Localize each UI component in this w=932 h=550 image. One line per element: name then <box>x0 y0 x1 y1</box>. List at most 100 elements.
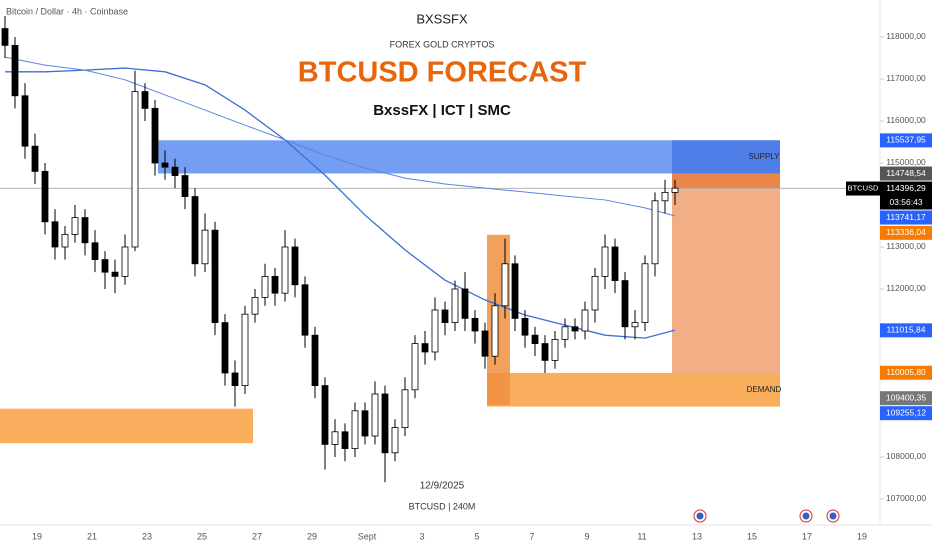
candle-body <box>101 259 109 273</box>
price-label: 115537,95 <box>886 135 926 145</box>
candle-body <box>641 263 649 323</box>
candle-body <box>11 44 19 97</box>
y-tick-label: 108000,00 <box>886 451 926 461</box>
candle-body <box>531 334 539 344</box>
candle-body <box>631 322 639 328</box>
date-note: 12/9/2025 <box>420 481 465 492</box>
x-tick-label: 25 <box>197 531 207 541</box>
subtitle: FOREX GOLD CRYPTOS <box>390 39 495 49</box>
brand: BXSSFX <box>416 11 468 26</box>
event-flag-inner <box>829 512 837 520</box>
candle-body <box>661 191 669 202</box>
candle-body <box>371 393 379 437</box>
price-label: 110005,80 <box>886 367 926 377</box>
price-label: 109400,35 <box>886 392 926 402</box>
zone <box>672 188 780 373</box>
candle-body <box>1 28 9 46</box>
candle-body <box>411 343 419 391</box>
x-tick-label: 29 <box>307 531 317 541</box>
price-label-box <box>880 323 932 338</box>
x-tick-label: 3 <box>419 531 424 541</box>
candle-body <box>461 288 469 319</box>
candle-body <box>471 317 479 332</box>
candle-body <box>121 246 129 277</box>
candle-body <box>191 196 199 265</box>
zone <box>0 408 253 444</box>
price-label: 114748,54 <box>886 168 926 178</box>
x-tick-label: 13 <box>692 531 702 541</box>
x-tick-label: 5 <box>474 531 479 541</box>
symbol-info: Bitcoin / Dollar · 4h · Coinbase <box>6 6 128 16</box>
candle-body <box>481 330 489 357</box>
candle-body <box>561 326 569 340</box>
countdown: 03:56:43 <box>889 197 922 207</box>
zone-label: SUPPLY <box>749 152 781 161</box>
candle-body <box>581 309 589 332</box>
price-label-box <box>880 406 932 421</box>
candle-body <box>271 275 279 294</box>
candle-body <box>551 338 559 361</box>
price-label-box <box>880 365 932 380</box>
candle-body <box>611 246 619 281</box>
y-tick-label: 107000,00 <box>886 493 926 503</box>
zone <box>672 173 780 189</box>
price-label: 111015,84 <box>887 325 926 335</box>
x-tick-label: 7 <box>529 531 534 541</box>
price-label-box <box>880 391 932 406</box>
y-tick-label: 113000,00 <box>886 241 926 251</box>
candle-body <box>301 284 309 336</box>
candle-body <box>491 305 499 357</box>
candle-body <box>241 313 249 386</box>
candle-body <box>171 166 179 176</box>
candle-body <box>401 389 409 428</box>
candle-body <box>391 427 399 454</box>
x-tick-label: 15 <box>747 531 757 541</box>
x-tick-label: 19 <box>857 531 867 541</box>
y-tick-label: 117000,00 <box>886 73 926 83</box>
candle-body <box>361 410 369 437</box>
candle-body <box>131 91 139 248</box>
zones <box>0 140 780 444</box>
candle-body <box>351 410 359 449</box>
price-label: 109255,12 <box>886 407 926 417</box>
x-tick-label: 27 <box>252 531 262 541</box>
candle-body <box>91 242 99 260</box>
candle-body <box>441 309 449 323</box>
candle-body <box>151 107 159 164</box>
candle-body <box>571 326 579 332</box>
candle-body <box>651 200 659 265</box>
candle-body <box>511 263 519 319</box>
price-label-box <box>880 225 932 240</box>
candle-body <box>231 372 239 386</box>
candle-body <box>81 217 89 244</box>
chart-title: BTCUSD FORECAST <box>298 57 587 89</box>
x-tick-label: 9 <box>584 531 589 541</box>
zone <box>487 234 510 405</box>
y-tick-label: 115000,00 <box>886 157 926 167</box>
x-tick-label: Sept <box>358 531 377 541</box>
candle-body <box>381 393 389 454</box>
candle-body <box>161 162 169 168</box>
price-label: 113336,04 <box>886 227 926 237</box>
x-tick-label: 21 <box>87 531 97 541</box>
candles <box>1 15 679 483</box>
candle-body <box>601 246 609 277</box>
candle-body <box>71 217 79 235</box>
candle-body <box>431 309 439 353</box>
x-tick-label: 19 <box>32 531 42 541</box>
candle-body <box>291 246 299 286</box>
candle-body <box>501 263 509 307</box>
moving-average <box>4 56 676 217</box>
zone <box>487 372 780 407</box>
event-flag-inner <box>696 512 704 520</box>
tagline: BxssFX | ICT | SMC <box>373 102 511 119</box>
zone-label: DEMAND <box>747 385 782 394</box>
candle-body <box>671 187 679 193</box>
overlay: SUPPLY DEMAND <box>747 152 782 394</box>
candle-body <box>221 322 229 374</box>
candle-body <box>541 343 549 361</box>
ticker-tag <box>846 181 880 196</box>
y-tick-label: 112000,00 <box>886 283 926 293</box>
event-flag-inner <box>802 512 810 520</box>
